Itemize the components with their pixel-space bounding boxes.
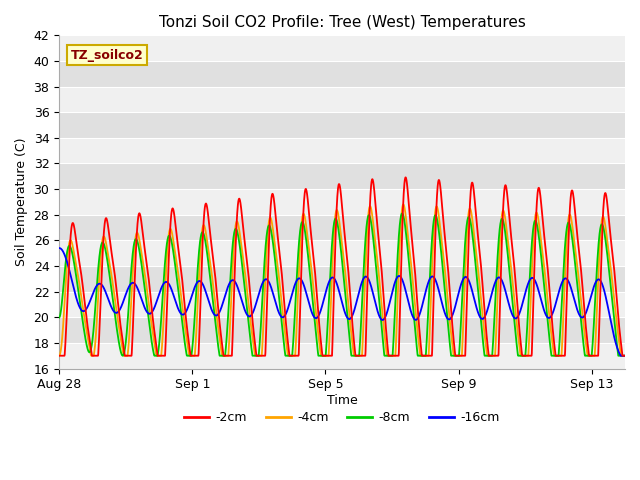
- Bar: [59, 86, 625, 112]
- Bar: [59, 138, 625, 164]
- Bar: [59, 189, 625, 215]
- Legend: -2cm, -4cm, -8cm, -16cm: -2cm, -4cm, -8cm, -16cm: [179, 406, 505, 429]
- Text: TZ_soilco2: TZ_soilco2: [70, 48, 143, 61]
- Bar: [59, 343, 625, 369]
- Bar: [59, 292, 625, 317]
- Bar: [59, 36, 625, 61]
- Bar: [59, 240, 625, 266]
- Y-axis label: Soil Temperature (C): Soil Temperature (C): [15, 138, 28, 266]
- Title: Tonzi Soil CO2 Profile: Tree (West) Temperatures: Tonzi Soil CO2 Profile: Tree (West) Temp…: [159, 15, 525, 30]
- X-axis label: Time: Time: [326, 394, 358, 407]
